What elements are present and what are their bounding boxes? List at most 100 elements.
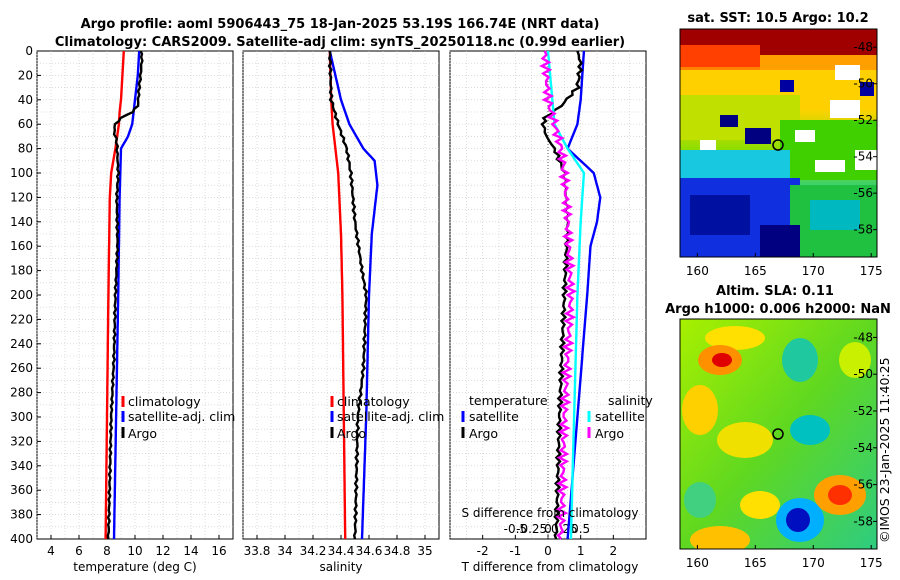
credit-text: ©IMOS 23-Jan-2025 11:40:25 <box>877 357 892 543</box>
s-tick-label: 0.5 <box>571 522 590 536</box>
x-tick-label: 10 <box>127 544 142 558</box>
s-tick-label: -0.25 <box>516 522 547 536</box>
x-tick-label: 2 <box>610 544 618 558</box>
x-tick-label: 34.6 <box>356 544 383 558</box>
series-line-satellite-adj-clim <box>112 50 141 540</box>
legend-satellite-label: satellite-adj. clim <box>128 409 235 424</box>
series-line-s-argo <box>539 50 578 540</box>
y-tick-label: 280 <box>10 386 33 400</box>
argo-float-marker <box>772 139 784 151</box>
map-y-tick-label: -58 <box>853 223 873 237</box>
map-y-tick-label: -56 <box>853 186 873 200</box>
y-tick-label: 40 <box>18 93 33 107</box>
y-tick-label: 180 <box>10 264 33 278</box>
difference-salinity-ticks: -0.5-0.2500.250.5 <box>504 522 591 536</box>
sla-map-frame <box>679 318 878 550</box>
series-line-argo <box>106 50 144 540</box>
x-tick-label: 1 <box>577 544 585 558</box>
legend-s-argo-label: Argo <box>595 426 624 441</box>
map-y-tick-label: -48 <box>853 40 873 54</box>
x-tick-label: 14 <box>183 544 198 558</box>
legend-s-satellite-label: satellite <box>595 409 645 424</box>
x-tick-label: 35 <box>417 544 432 558</box>
y-tick-label: 20 <box>18 68 33 82</box>
y-tick-label: 220 <box>10 312 33 326</box>
map-x-tick-label: 170 <box>802 264 825 278</box>
x-tick-label: 34.4 <box>328 544 355 558</box>
x-tick-label: 34.8 <box>384 544 411 558</box>
temperature-lines <box>104 50 144 540</box>
x-tick-label: 34 <box>277 544 292 558</box>
sst-map: sat. SST: 10.5 Argo: 10.2 <box>679 11 883 278</box>
y-tick-label: 400 <box>10 532 33 546</box>
temperature-legend: climatology satellite-adj. clim Argo <box>121 394 235 441</box>
y-tick-label: 260 <box>10 361 33 375</box>
map-y-tick-label: -48 <box>853 330 873 344</box>
x-tick-label: 6 <box>75 544 83 558</box>
sst-map-yticks: -48 -50 -52 -54 -56 -58 <box>853 40 877 237</box>
map-y-tick-label: -52 <box>853 404 873 418</box>
sst-map-image <box>680 29 877 257</box>
x-tick-label: 0 <box>544 544 552 558</box>
y-tick-label: 100 <box>10 166 33 180</box>
sla-map-title: Altim. SLA: 0.11 <box>716 284 834 299</box>
x-tick-label: 12 <box>155 544 170 558</box>
map-x-tick-label: 160 <box>686 556 709 570</box>
map-y-tick-label: -58 <box>853 514 873 528</box>
map-y-tick-label: -56 <box>853 478 873 492</box>
map-y-tick-label: -52 <box>853 113 873 127</box>
y-tick-label: 380 <box>10 508 33 522</box>
legend-salinity-title: salinity <box>608 393 653 408</box>
legend-climatology-label: climatology <box>128 394 201 409</box>
map-y-tick-label: -50 <box>853 367 873 381</box>
temperature-yticks: 0 20 40 60 80 100 120 140 160 180 200 220 240 260 280 3… <box>10 44 41 546</box>
map-x-tick-label: 170 <box>802 556 825 570</box>
legend-argo-label: Argo <box>128 426 157 441</box>
difference-lines <box>539 50 602 540</box>
s-tick-label: -0.5 <box>504 522 527 536</box>
map-x-tick-label: 160 <box>686 264 709 278</box>
map-y-tick-label: -54 <box>853 150 873 164</box>
series-line-t-argo <box>540 50 584 540</box>
salinity-xticks: 33.8 34 34.2 34.4 34.6 34.8 35 <box>244 535 433 558</box>
y-tick-label: 240 <box>10 337 33 351</box>
x-tick-label: -1 <box>509 544 521 558</box>
x-tick-label: 4 <box>47 544 55 558</box>
y-tick-label: 160 <box>10 239 33 253</box>
salinity-legend: climatology satellite-adj. clim Argo <box>330 394 444 441</box>
sst-map-title: sat. SST: 10.5 Argo: 10.2 <box>687 11 868 26</box>
map-x-tick-label: 175 <box>860 556 883 570</box>
map-x-tick-label: 165 <box>744 556 767 570</box>
argo-float-marker <box>772 428 784 440</box>
sst-map-frame <box>679 28 878 258</box>
salinity-lines <box>327 50 379 540</box>
sst-map-xticks: 160 165 170 175 <box>686 253 883 278</box>
y-tick-label: 0 <box>25 44 33 58</box>
difference-top-axis-label: S difference from climatology <box>462 506 639 520</box>
difference-legend: temperature satellite Argo salinity sate… <box>461 393 653 441</box>
legend-temperature-title: temperature <box>469 393 548 408</box>
salinity-panel: 33.8 34 34.2 34.4 34.6 34.8 35 salinity climat… <box>242 50 444 574</box>
map-y-tick-label: -50 <box>853 77 873 91</box>
x-tick-label: 8 <box>103 544 111 558</box>
y-tick-label: 60 <box>18 117 33 131</box>
figure-title-line1: Argo profile: aoml 5906443_75 18-Jan-202… <box>81 17 600 32</box>
y-tick-label: 140 <box>10 215 33 229</box>
y-tick-label: 120 <box>10 190 33 204</box>
series-line-argo <box>327 50 369 540</box>
map-x-tick-label: 175 <box>860 264 883 278</box>
y-tick-label: 200 <box>10 288 33 302</box>
y-tick-label: 340 <box>10 459 33 473</box>
y-tick-label: 320 <box>10 434 33 448</box>
series-line-climatology <box>104 50 125 539</box>
temperature-grid <box>36 51 233 539</box>
series-line-satellite-adj-clim <box>328 50 379 540</box>
x-tick-label: -2 <box>477 544 489 558</box>
legend-argo-label: Argo <box>337 426 366 441</box>
x-tick-label: 34.2 <box>300 544 327 558</box>
sla-map-xticks: 160 165 170 175 <box>686 545 883 570</box>
map-x-tick-label: 165 <box>744 264 767 278</box>
map-y-tick-label: -54 <box>853 441 873 455</box>
